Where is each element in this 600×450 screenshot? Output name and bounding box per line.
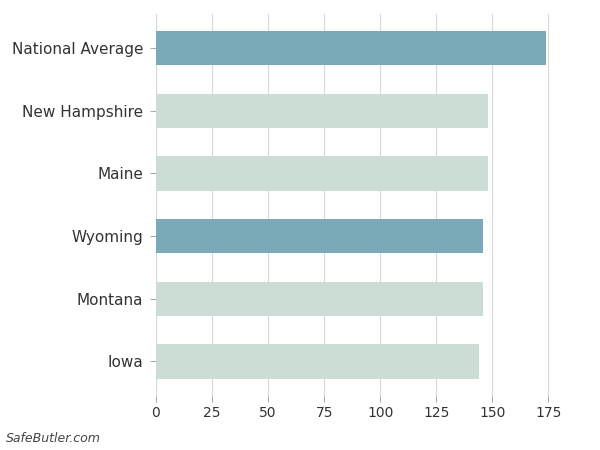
Text: SafeButler.com: SafeButler.com (6, 432, 101, 446)
Bar (156, 156, 488, 191)
Bar (156, 344, 479, 378)
Bar (156, 219, 484, 253)
Bar (156, 94, 488, 128)
Bar (156, 31, 546, 65)
Bar (156, 282, 484, 316)
